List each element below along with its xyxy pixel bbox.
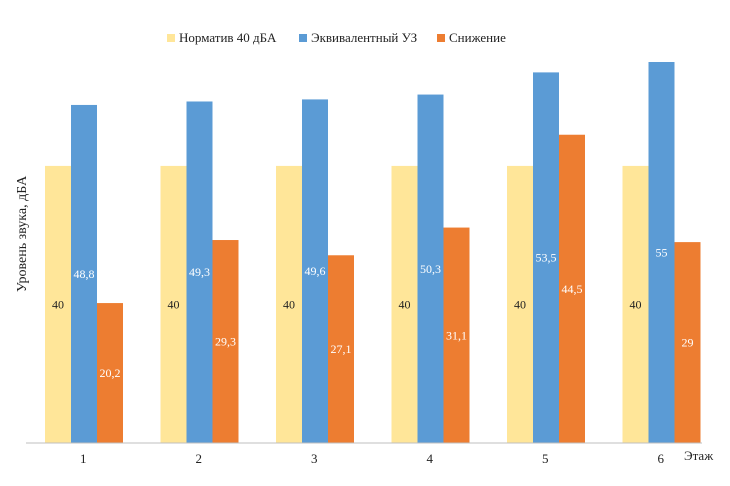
bar-2-floor-3: [302, 99, 328, 443]
data-label: 40: [52, 297, 64, 311]
data-label: 48,8: [74, 267, 95, 281]
bar-1-floor-1: [45, 165, 71, 443]
data-label: 29: [682, 336, 694, 350]
bar-1-floor-3: [276, 165, 302, 443]
bar-3-floor-1: [97, 303, 123, 443]
legend-label: Снижение: [449, 30, 506, 45]
bar-1-floor-5: [507, 165, 533, 443]
bar-1-floor-4: [391, 165, 418, 443]
data-label: 40: [399, 297, 411, 311]
data-label: 49,3: [189, 265, 210, 279]
legend-swatch: [167, 34, 175, 42]
legend-swatch: [299, 34, 307, 42]
x-tick-label: 3: [311, 451, 318, 466]
y-axis-label: Уровень звука, дБА: [15, 175, 30, 292]
bar-3-floor-3: [328, 255, 354, 443]
bar-3-floor-5: [559, 134, 585, 443]
data-label: 49,6: [305, 264, 326, 278]
legend-swatch: [437, 34, 445, 42]
bar-2-floor-6: [648, 62, 675, 443]
data-label: 40: [630, 297, 642, 311]
bar-2-floor-2: [186, 101, 213, 444]
bar-2-floor-1: [71, 104, 97, 443]
data-label: 55: [656, 246, 668, 260]
bar-1-floor-2: [160, 165, 187, 443]
x-tick-label: 4: [427, 451, 434, 466]
data-label: 40: [168, 297, 180, 311]
data-label: 20,2: [100, 366, 121, 380]
data-label: 50,3: [420, 262, 441, 276]
bar-2-floor-4: [417, 94, 444, 444]
data-label: 40: [283, 297, 295, 311]
bars: [45, 62, 701, 444]
bar-3-floor-6: [674, 242, 701, 443]
data-label: 29,3: [215, 335, 236, 349]
legend: Норматив 40 дБА Эквивалентный УЗ Снижение: [167, 30, 506, 45]
data-label: 53,5: [536, 251, 557, 265]
x-axis-label: Этаж: [684, 448, 714, 463]
x-tick-label: 5: [542, 451, 549, 466]
bar-3-floor-4: [443, 227, 470, 443]
x-tick-label: 1: [80, 451, 87, 466]
data-label: 40: [514, 297, 526, 311]
data-label: 31,1: [446, 328, 467, 342]
data-labels: 40 48,8 20,2 40 49,3 29,3 40 49,6 27,1 40 50,3 31,1…: [52, 246, 694, 381]
legend-label: Норматив 40 дБА: [179, 30, 277, 45]
x-tick-label: 2: [196, 451, 203, 466]
bar-1-floor-6: [622, 165, 649, 443]
x-tick-label: 6: [658, 451, 665, 466]
legend-label: Эквивалентный УЗ: [311, 30, 417, 45]
x-tick-labels: 1 2 3 4 5 6: [80, 451, 665, 466]
data-label: 44,5: [562, 282, 583, 296]
bar-3-floor-2: [212, 240, 239, 443]
bar-2-floor-5: [533, 72, 559, 444]
data-label: 27,1: [331, 342, 352, 356]
